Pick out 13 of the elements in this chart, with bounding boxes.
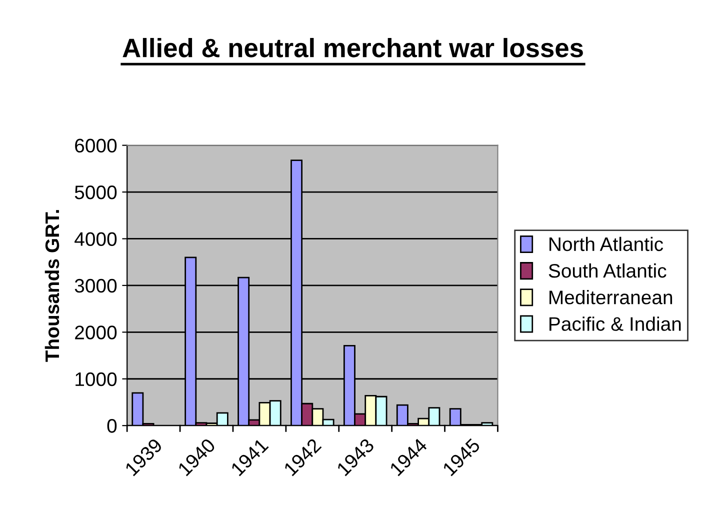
chart-title: Allied & neutral merchant war losses: [122, 38, 583, 58]
y-tick-label: 5000: [74, 186, 117, 200]
legend-label: South Atlantic: [548, 263, 666, 278]
y-tick-label: 0: [107, 419, 117, 433]
y-tick-label: 4000: [74, 232, 117, 246]
legend-label: Pacific & Indian: [550, 316, 681, 331]
y-axis-title: Thousands GRT.: [44, 210, 60, 362]
legend-label: North Atlantic: [550, 236, 664, 252]
y-tick-label: 1000: [76, 372, 117, 386]
y-tick-label: 6000: [75, 138, 117, 153]
y-tick-label: 2000: [75, 326, 117, 340]
legend-label: Mediterranean: [550, 290, 672, 304]
y-tick-label: 3000: [74, 278, 117, 293]
